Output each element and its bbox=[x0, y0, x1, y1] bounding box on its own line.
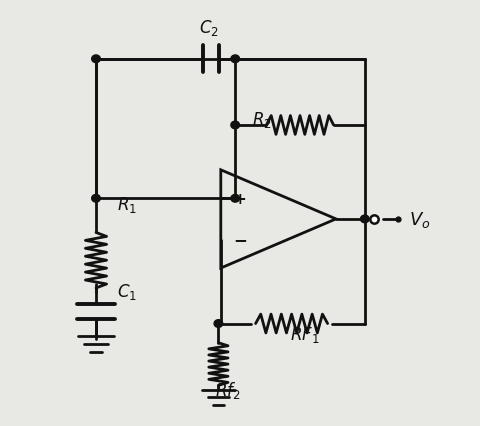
Text: $Rf_2$: $Rf_2$ bbox=[215, 379, 241, 400]
Text: $V_o$: $V_o$ bbox=[409, 210, 431, 229]
Circle shape bbox=[231, 122, 240, 130]
Text: −: − bbox=[233, 231, 247, 249]
Text: +: + bbox=[234, 191, 246, 206]
Circle shape bbox=[231, 195, 240, 203]
Circle shape bbox=[231, 56, 240, 63]
Circle shape bbox=[92, 56, 100, 63]
Text: $C_2$: $C_2$ bbox=[199, 18, 219, 37]
Text: $R_1$: $R_1$ bbox=[117, 195, 137, 214]
Text: $R_2$: $R_2$ bbox=[252, 109, 272, 129]
Circle shape bbox=[92, 195, 100, 203]
Circle shape bbox=[214, 320, 223, 328]
Text: $RF_1$: $RF_1$ bbox=[290, 325, 320, 344]
Circle shape bbox=[360, 216, 369, 223]
Text: $C_1$: $C_1$ bbox=[117, 282, 137, 302]
